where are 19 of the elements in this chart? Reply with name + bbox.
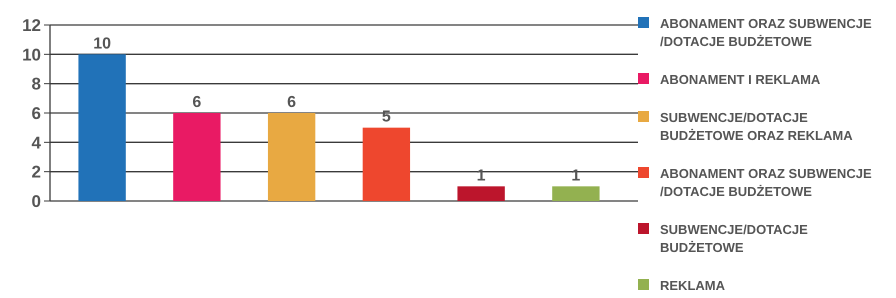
legend-label: ABONAMENT ORAZ SUBWENCJE/DOTACJE BUDŻETOWE	[660, 16, 872, 49]
data-label: 5	[382, 108, 391, 126]
data-label: 1	[476, 167, 486, 184]
data-label: 1	[571, 167, 580, 184]
y-tick-label: 10	[22, 45, 41, 64]
legend-label: ABONAMENT ORAZ SUBWENCJE/DOTACJE BUDŻETOWE	[660, 166, 872, 199]
y-tick-label: 12	[22, 16, 41, 35]
legend-label: SUBWENCJE/DOTACJE BUDŻETOWE ORAZ REKLAMA	[660, 110, 854, 143]
y-tick-label: 2	[32, 162, 41, 182]
data-label: 6	[287, 94, 296, 111]
legend-label: REKLAMA	[660, 278, 726, 293]
legend-label: SUBWENCJE/DOTACJE BUDŻETOWE	[660, 222, 808, 255]
y-tick-label: 0	[32, 192, 41, 211]
data-label: 6	[192, 94, 202, 111]
data-label: 10	[93, 35, 112, 52]
y-tick-label: 8	[32, 74, 41, 94]
y-tick-label: 6	[32, 104, 41, 123]
legend-label: ABONAMENT I REKLAMA	[660, 72, 821, 87]
y-tick-label: 4	[32, 133, 42, 152]
